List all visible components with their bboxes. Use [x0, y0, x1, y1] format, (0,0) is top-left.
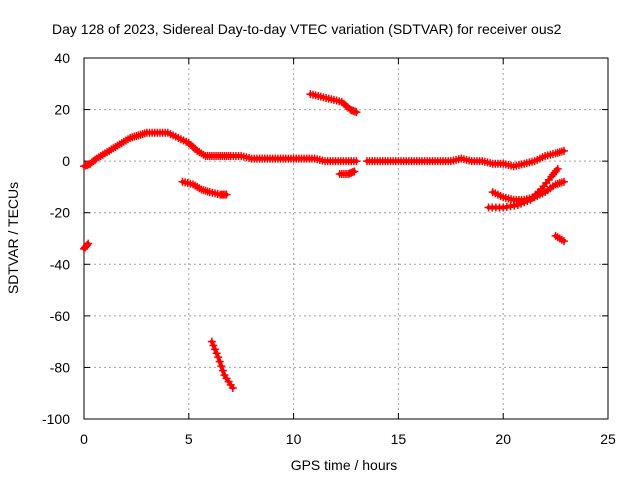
data-point — [218, 366, 227, 375]
data-point — [212, 349, 221, 358]
x-tick-label: 15 — [391, 431, 407, 447]
data-point — [559, 146, 568, 155]
series-segment-dip-5h — [178, 177, 231, 199]
x-tick-label: 20 — [495, 431, 511, 447]
data-point — [559, 177, 568, 186]
y-tick-label: -100 — [42, 411, 70, 427]
data-point — [84, 239, 93, 248]
x-axis-label: GPS time / hours — [291, 457, 398, 473]
x-tick-label: 10 — [286, 431, 302, 447]
data-series — [80, 90, 568, 393]
y-tick-label: -60 — [50, 308, 70, 324]
plot-frame — [83, 57, 609, 420]
data-point — [83, 240, 92, 249]
data-point — [214, 353, 223, 362]
series-segment-high-11h — [306, 90, 361, 117]
y-tick-label: 20 — [54, 102, 70, 118]
data-point — [209, 341, 218, 350]
data-point — [217, 362, 226, 371]
series-segment-small-12h — [335, 167, 359, 179]
y-tick-label: 40 — [54, 50, 70, 66]
y-tick-label: -40 — [50, 256, 70, 272]
data-point — [559, 237, 568, 246]
gridlines — [84, 58, 608, 419]
x-tick-label: 5 — [185, 431, 193, 447]
data-point — [352, 157, 361, 166]
data-point — [222, 190, 231, 199]
series-main-trend-2 — [362, 146, 568, 171]
series-segment-outlier-6h — [207, 337, 237, 393]
x-tick-label: 25 — [600, 431, 616, 447]
data-point — [215, 357, 224, 366]
series-segment-rise-21h — [484, 164, 562, 212]
tick-labels: 0 5 10 15 20 25 -100 -80 -60 -40 -20 0 20 40 — [42, 50, 616, 447]
axes — [83, 57, 609, 420]
series-main-trend — [80, 128, 361, 171]
y-tick-label: -80 — [50, 359, 70, 375]
series-segment-low-left — [80, 239, 93, 253]
data-point — [228, 384, 237, 393]
data-point — [350, 167, 359, 176]
y-tick-label: 0 — [62, 153, 70, 169]
series-segment-tail-22h — [551, 231, 568, 246]
data-point — [211, 345, 219, 354]
data-point — [207, 337, 216, 346]
y-axis-label: SDTVAR / TECUs — [5, 182, 21, 294]
y-tick-label: -20 — [50, 205, 70, 221]
chart-title: Day 128 of 2023, Sidereal Day-to-day VTE… — [52, 21, 562, 37]
data-point — [352, 108, 361, 117]
x-tick-label: 0 — [80, 431, 88, 447]
data-point — [553, 164, 562, 173]
